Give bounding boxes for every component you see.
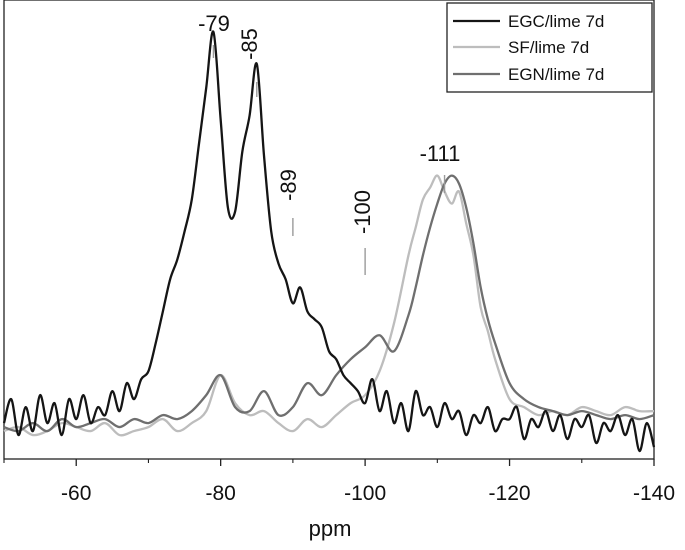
peak-label: -79: [198, 11, 230, 36]
legend-label-egn: EGN/lime 7d: [508, 65, 604, 84]
x-tick-label: -60: [61, 482, 91, 505]
legend: EGC/lime 7d SF/lime 7d EGN/lime 7d: [446, 2, 653, 93]
peak-label: -85: [237, 28, 262, 60]
series-line-egc: [2, 30, 656, 453]
peak-label: -100: [350, 190, 375, 234]
x-tick-label: -80: [205, 482, 235, 505]
series-line-egn: [3, 174, 655, 433]
x-tick-label: -120: [489, 482, 531, 505]
peak-label: -89: [276, 169, 301, 201]
x-axis-label: ppm: [309, 516, 352, 541]
series-layer: [2, 30, 656, 453]
series-line-sf: [3, 174, 655, 437]
x-tick-label: -100: [344, 482, 386, 505]
legend-label-egc: EGC/lime 7d: [508, 12, 604, 31]
x-tick-label: -140: [633, 482, 675, 505]
x-axis-ticks: -60 -80 -100 -120 -140: [3, 459, 675, 505]
peak-annotations: -79 -85 -89 -100 -111: [198, 11, 460, 275]
plot-frame: [3, 0, 655, 460]
legend-label-sf: SF/lime 7d: [508, 38, 589, 57]
peak-label: -111: [420, 141, 461, 166]
